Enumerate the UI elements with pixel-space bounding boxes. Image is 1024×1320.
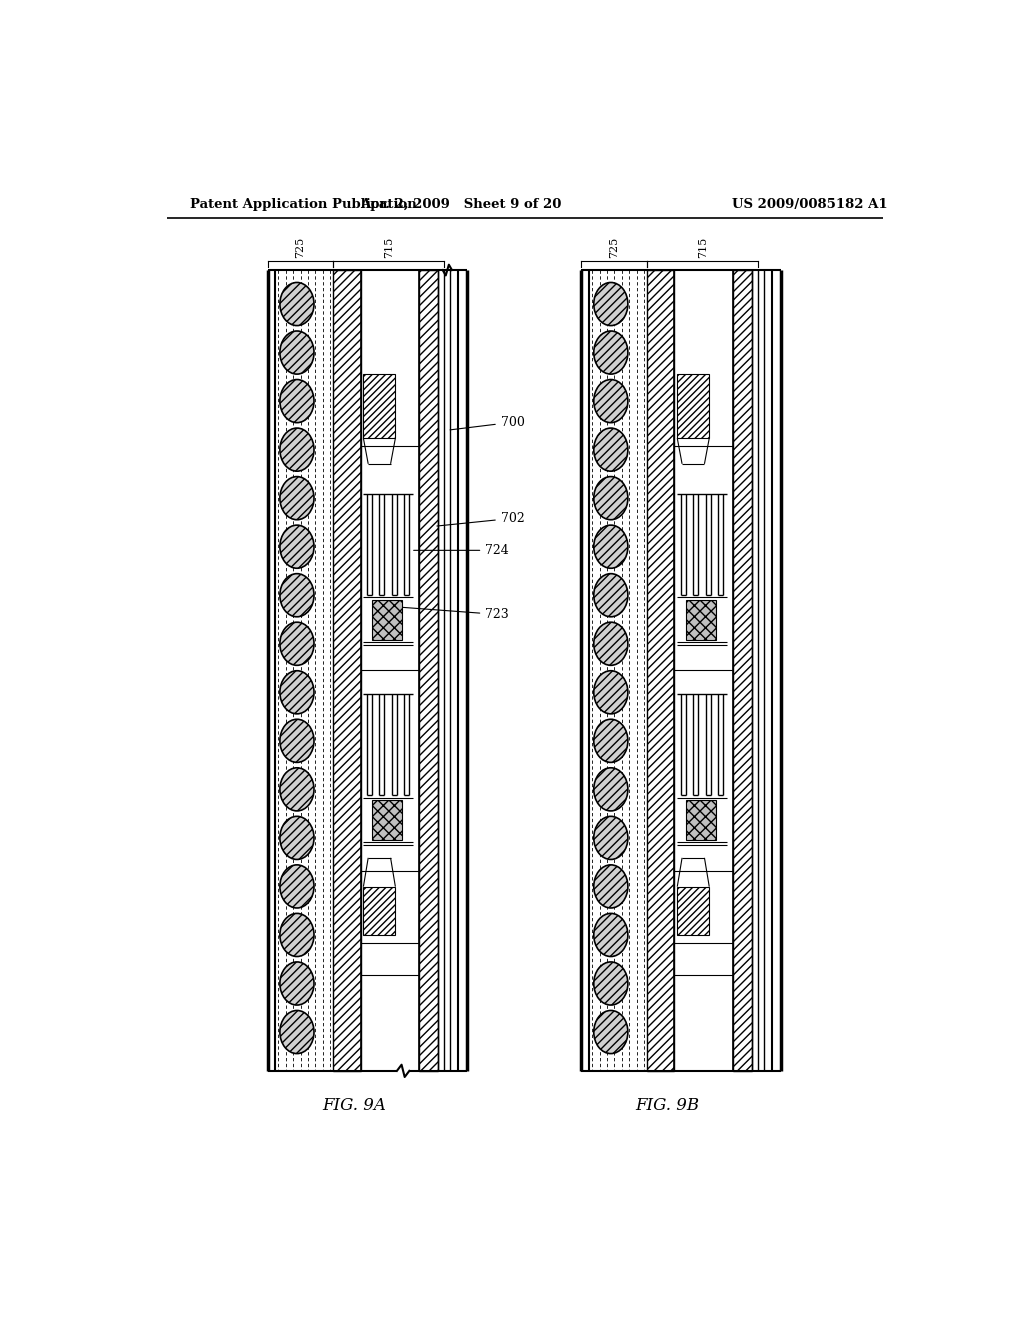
Text: 723: 723 xyxy=(392,607,509,620)
Bar xyxy=(334,271,360,1071)
Ellipse shape xyxy=(594,962,628,1005)
Bar xyxy=(589,271,647,1071)
Bar xyxy=(275,271,334,1071)
Text: 724: 724 xyxy=(414,544,509,557)
Text: 715: 715 xyxy=(697,236,708,257)
Bar xyxy=(677,374,710,438)
Ellipse shape xyxy=(280,477,314,520)
Ellipse shape xyxy=(280,865,314,908)
Ellipse shape xyxy=(280,719,314,763)
Bar xyxy=(373,800,402,841)
Ellipse shape xyxy=(594,1011,628,1053)
Bar xyxy=(419,271,438,1071)
Ellipse shape xyxy=(280,768,314,810)
Bar xyxy=(675,271,732,1071)
Ellipse shape xyxy=(594,768,628,810)
Text: 725: 725 xyxy=(609,236,620,257)
Text: 702: 702 xyxy=(437,512,524,527)
Bar xyxy=(686,599,716,640)
Ellipse shape xyxy=(280,331,314,374)
Text: FIG. 9B: FIG. 9B xyxy=(636,1097,699,1114)
Ellipse shape xyxy=(280,574,314,616)
Text: Apr. 2, 2009   Sheet 9 of 20: Apr. 2, 2009 Sheet 9 of 20 xyxy=(360,198,562,211)
Ellipse shape xyxy=(594,671,628,714)
Ellipse shape xyxy=(594,428,628,471)
Bar xyxy=(275,271,334,1071)
Text: 715: 715 xyxy=(384,236,394,257)
Text: FIG. 9A: FIG. 9A xyxy=(322,1097,386,1114)
Ellipse shape xyxy=(594,622,628,665)
Ellipse shape xyxy=(594,719,628,763)
Text: 700: 700 xyxy=(451,416,524,430)
Ellipse shape xyxy=(594,816,628,859)
Ellipse shape xyxy=(280,622,314,665)
Bar xyxy=(364,374,395,438)
Ellipse shape xyxy=(280,282,314,326)
Text: 725: 725 xyxy=(296,236,305,257)
Bar xyxy=(677,887,710,935)
Ellipse shape xyxy=(280,816,314,859)
Bar xyxy=(686,800,716,841)
Bar xyxy=(647,271,675,1071)
Bar xyxy=(589,271,647,1071)
Ellipse shape xyxy=(280,913,314,957)
Ellipse shape xyxy=(280,525,314,568)
Ellipse shape xyxy=(280,671,314,714)
Bar xyxy=(732,271,752,1071)
Ellipse shape xyxy=(594,574,628,616)
Ellipse shape xyxy=(280,962,314,1005)
Ellipse shape xyxy=(280,428,314,471)
Text: Patent Application Publication: Patent Application Publication xyxy=(190,198,417,211)
Bar xyxy=(360,271,419,1071)
Bar xyxy=(373,599,402,640)
Ellipse shape xyxy=(594,865,628,908)
Bar xyxy=(364,887,395,935)
Ellipse shape xyxy=(594,525,628,568)
Text: US 2009/0085182 A1: US 2009/0085182 A1 xyxy=(732,198,888,211)
Ellipse shape xyxy=(594,380,628,422)
Ellipse shape xyxy=(594,282,628,326)
Ellipse shape xyxy=(280,380,314,422)
Ellipse shape xyxy=(594,913,628,957)
Ellipse shape xyxy=(280,1011,314,1053)
Ellipse shape xyxy=(594,477,628,520)
Ellipse shape xyxy=(594,331,628,374)
